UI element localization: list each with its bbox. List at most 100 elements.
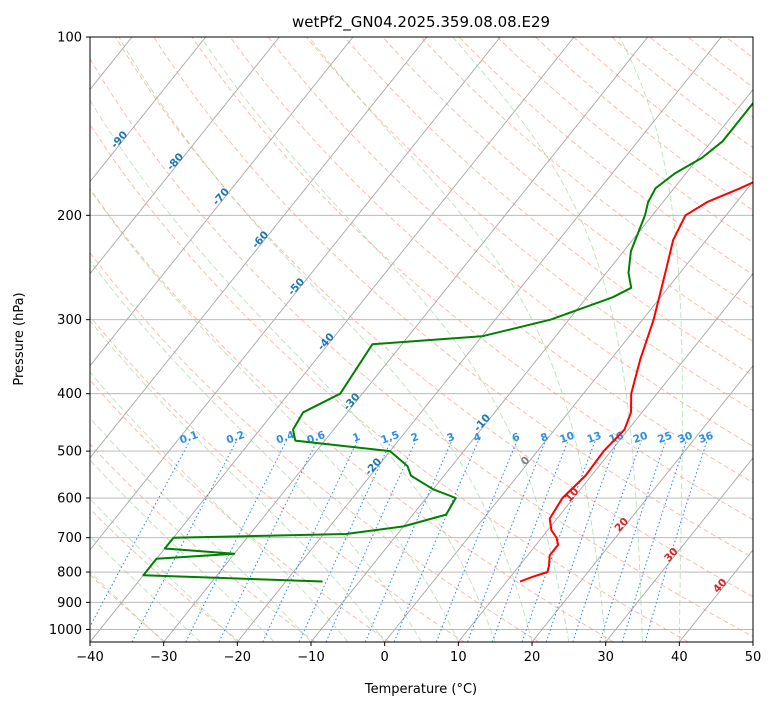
mixing-ratio-label: 0.4: [275, 429, 297, 447]
mixing-ratio-line: [393, 440, 479, 642]
dry-adiabat-line: [191, 37, 753, 521]
isotherm-line: [678, 549, 753, 642]
y-tick-label: 800: [57, 566, 82, 581]
mixing-ratio-label: 3: [445, 431, 456, 445]
isotherm-label: -100: [41, 115, 68, 143]
isotherm-line: [90, 37, 354, 367]
x-tick-label: −40: [76, 650, 103, 665]
dry-adiabat-line: [382, 37, 753, 342]
mixing-ratio-line: [262, 440, 359, 642]
mixing-ratio-line: [185, 440, 287, 642]
isotherm-line: [90, 37, 501, 551]
mixing-ratio-line: [131, 440, 238, 642]
y-tick-label: 900: [57, 596, 82, 611]
mixing-ratio-line: [467, 440, 546, 642]
mixing-ratio-line: [435, 440, 518, 642]
mixing-ratio-label: 13: [585, 430, 603, 446]
y-tick-label: 300: [57, 313, 82, 328]
isotherm-label: 20: [612, 516, 631, 535]
moist-adiabat-line: [118, 37, 533, 642]
moist-adiabat-line: [90, 260, 422, 642]
isotherm-label: -70: [210, 186, 232, 208]
y-tick-label: 700: [57, 531, 82, 546]
isotherm-line: [531, 365, 753, 642]
y-tick-label: 1000: [49, 623, 82, 638]
x-axis-label: Temperature (°C): [364, 682, 477, 697]
dry-adiabat-line: [90, 443, 315, 642]
y-tick-label: 100: [57, 31, 82, 46]
mixing-ratio-label: 36: [697, 430, 715, 446]
dry-adiabat-line: [306, 37, 753, 412]
profile-lines: [142, 101, 753, 583]
mixing-ratio-line: [298, 440, 392, 642]
background-grid: 0.1 0.2 0.4 0.6 1 1.5 2 3 4 6 8 10 13 16 20 25 30 36-100-…: [41, 37, 775, 642]
isotherm-line: [457, 272, 753, 642]
moist-adiabat-line: [308, 37, 607, 642]
mixing-ratio-line: [521, 440, 596, 642]
y-tick-label: 500: [57, 445, 82, 460]
moist-adiabat-line: [90, 99, 496, 642]
mixing-ratio-label: 1.5: [379, 429, 401, 447]
dewpoint-profile-line: [142, 101, 753, 583]
dry-adiabat-line: [115, 37, 753, 598]
isotherm-line: [163, 37, 649, 642]
chart-title: wetPf2_GN04.2025.359.08.08.E29: [292, 13, 550, 32]
mixing-ratio-line: [90, 440, 191, 628]
isotherm-label: -20: [363, 456, 385, 478]
mixing-ratio-line: [218, 440, 318, 642]
mixing-ratio-label: 0.1: [178, 429, 200, 447]
isotherm-line: [384, 180, 753, 642]
isotherm-label: -30: [341, 391, 363, 413]
mixing-ratio-label: 6: [511, 431, 522, 445]
mixing-ratio-line: [644, 440, 708, 642]
dry-adiabat-line: [535, 37, 753, 211]
mixing-ratio-line: [572, 440, 642, 642]
isotherm-line: [752, 641, 753, 642]
isotherm-line: [310, 88, 753, 642]
mixing-ratio-label: 30: [676, 430, 694, 446]
dry-adiabat-line: [229, 37, 753, 484]
moist-adiabat-line: [90, 320, 386, 642]
dry-adiabat-line: [458, 37, 753, 276]
mixing-ratio-label: 20: [632, 430, 650, 446]
moist-adiabat-line: [90, 459, 275, 642]
isotherm-label: -90: [109, 129, 131, 151]
moist-adiabat-line: [90, 417, 312, 642]
x-tick-label: 40: [671, 650, 688, 665]
mixing-ratio-label: 10: [558, 430, 576, 446]
isotherm-line: [90, 37, 428, 459]
dry-adiabat-line: [90, 252, 540, 642]
isotherm-line: [236, 37, 722, 642]
dry-adiabat-line: [90, 508, 241, 642]
mixing-ratio-line: [621, 440, 687, 642]
x-tick-label: 10: [450, 650, 467, 665]
mixing-ratio-line: [325, 440, 417, 642]
isotherm-label: -80: [165, 151, 187, 173]
moist-adiabat-line: [452, 37, 643, 642]
y-axis-label: Pressure (hPa): [12, 292, 27, 385]
moist-adiabat-line: [90, 535, 201, 642]
y-tick-label: 200: [57, 209, 82, 224]
x-tick-label: −20: [224, 650, 251, 665]
y-tick-label: 400: [57, 387, 82, 402]
dry-adiabat-line: [90, 123, 689, 642]
x-tick-label: −30: [150, 650, 177, 665]
isotherm-label: -10: [472, 412, 494, 434]
mixing-ratio-label: 25: [656, 430, 674, 446]
isotherm-label: 0: [519, 454, 533, 467]
isotherm-label: 30: [662, 546, 681, 565]
x-tick-label: 50: [745, 650, 762, 665]
x-tick-label: 20: [524, 650, 541, 665]
mixing-ratio-label: 2: [409, 431, 420, 445]
mixing-ratio-line: [364, 440, 453, 642]
isotherm-label: -60: [250, 229, 272, 251]
mixing-ratio-label: 4: [472, 431, 483, 445]
temperature-profile-line: [519, 181, 753, 583]
isotherm-label: 40: [711, 577, 730, 596]
dry-adiabat-line: [764, 37, 775, 642]
dry-adiabat-line: [687, 37, 753, 88]
x-tick-label: 30: [597, 650, 614, 665]
isotherm-line: [90, 37, 207, 183]
dry-adiabat-line: [267, 37, 753, 447]
